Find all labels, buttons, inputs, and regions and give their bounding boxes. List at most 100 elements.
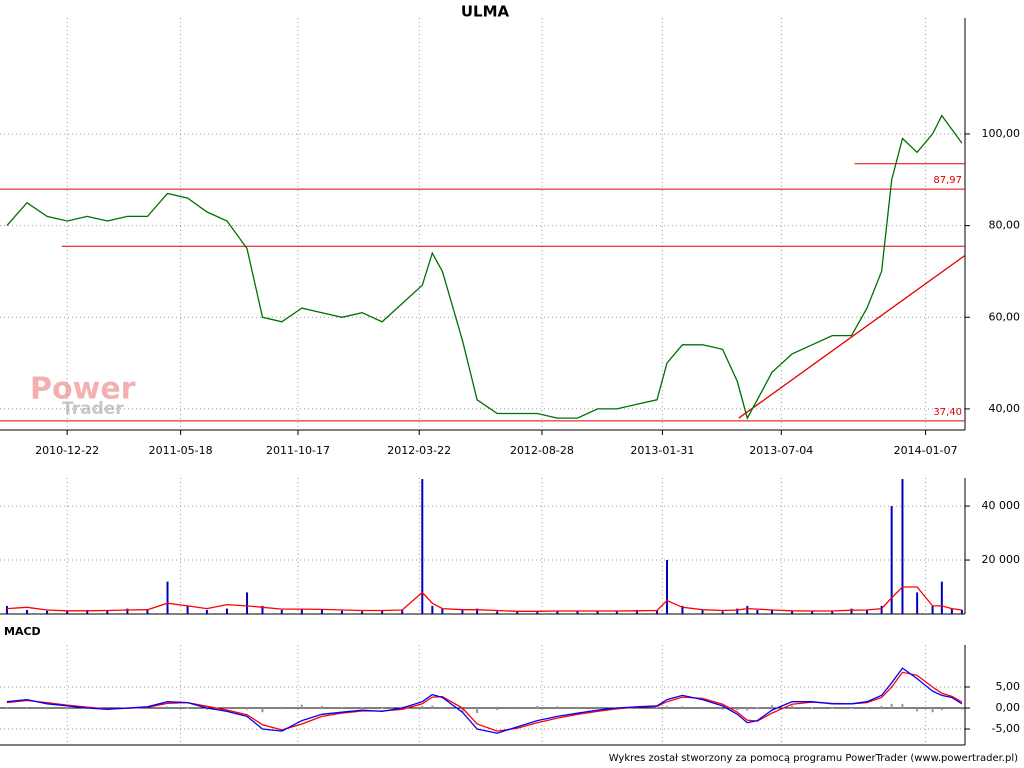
bar bbox=[246, 592, 249, 614]
bar bbox=[476, 608, 479, 614]
bar bbox=[205, 609, 208, 614]
bar bbox=[890, 506, 893, 614]
bar bbox=[880, 705, 883, 709]
bar bbox=[320, 609, 323, 614]
bar bbox=[300, 704, 303, 709]
bar bbox=[496, 611, 499, 614]
bar bbox=[536, 611, 539, 614]
bar bbox=[166, 706, 169, 709]
bar bbox=[361, 707, 364, 709]
bar bbox=[421, 479, 424, 614]
bar bbox=[880, 605, 883, 614]
bar bbox=[701, 609, 704, 614]
bar bbox=[916, 592, 919, 614]
bar bbox=[26, 707, 29, 709]
bar bbox=[261, 605, 264, 614]
bar bbox=[146, 609, 149, 614]
bar bbox=[901, 703, 904, 709]
bar bbox=[850, 708, 853, 709]
y-tick-label: 20 000 bbox=[982, 553, 1021, 566]
bar bbox=[931, 605, 934, 614]
bar bbox=[960, 708, 963, 710]
chart-title: ULMA bbox=[461, 3, 510, 21]
y-tick-label: 40,00 bbox=[989, 402, 1021, 415]
bar bbox=[721, 708, 724, 710]
bar bbox=[381, 609, 384, 614]
bar bbox=[46, 610, 49, 614]
watermark: Trader bbox=[62, 399, 124, 419]
bar bbox=[66, 708, 69, 709]
bar bbox=[225, 608, 228, 614]
trend-line bbox=[738, 254, 966, 419]
x-tick-label: 2013-01-31 bbox=[630, 444, 694, 457]
bar bbox=[736, 608, 739, 614]
bar bbox=[635, 609, 638, 614]
series-line bbox=[6, 667, 963, 734]
bar bbox=[771, 705, 773, 709]
bar bbox=[831, 611, 834, 614]
series-line bbox=[6, 114, 963, 420]
bar bbox=[596, 610, 599, 614]
bar bbox=[576, 706, 579, 709]
bar bbox=[556, 610, 559, 614]
bar bbox=[126, 608, 129, 614]
bar bbox=[576, 611, 579, 614]
bar bbox=[701, 708, 704, 710]
bar bbox=[166, 581, 169, 614]
bar bbox=[461, 609, 464, 614]
x-tick-label: 2011-05-18 bbox=[149, 444, 213, 457]
bar bbox=[950, 608, 953, 614]
bar bbox=[516, 611, 519, 614]
bar bbox=[615, 611, 618, 614]
bar bbox=[66, 611, 69, 614]
x-tick-label: 2013-07-04 bbox=[749, 444, 813, 457]
bar bbox=[86, 609, 89, 614]
bar bbox=[756, 707, 759, 709]
bar bbox=[850, 608, 853, 614]
bar bbox=[960, 609, 963, 614]
bar bbox=[261, 708, 264, 713]
bar bbox=[401, 609, 404, 614]
level-label: 87,97 bbox=[933, 175, 962, 186]
bar bbox=[421, 705, 424, 709]
x-tick-label: 2014-01-07 bbox=[894, 444, 958, 457]
y-tick-label: -5,00 bbox=[992, 722, 1020, 735]
bar bbox=[361, 611, 364, 614]
bar bbox=[320, 705, 323, 709]
bar bbox=[950, 708, 953, 710]
y-tick-label: 40 000 bbox=[982, 499, 1021, 512]
y-tick-label: 5,00 bbox=[996, 680, 1021, 693]
bar bbox=[721, 611, 724, 614]
footer: Wykres został stworzony za pomocą progra… bbox=[609, 753, 1018, 764]
y-tick-label: 0,00 bbox=[996, 701, 1021, 714]
bar bbox=[901, 479, 904, 614]
bar bbox=[655, 707, 658, 709]
series-line bbox=[6, 586, 962, 612]
bar bbox=[496, 708, 499, 711]
bar bbox=[865, 707, 868, 709]
bar bbox=[736, 708, 739, 711]
bar bbox=[431, 605, 434, 614]
bar bbox=[46, 708, 49, 710]
bar bbox=[441, 708, 444, 709]
bar bbox=[916, 708, 919, 712]
bar bbox=[106, 610, 109, 614]
y-tick-label: 60,00 bbox=[989, 310, 1021, 323]
panel-title: MACD bbox=[4, 625, 41, 638]
bar bbox=[831, 708, 834, 709]
y-tick-label: 100,00 bbox=[982, 127, 1021, 140]
x-tick-label: 2012-08-28 bbox=[510, 444, 574, 457]
bar bbox=[205, 708, 208, 710]
watermark: Power bbox=[30, 372, 136, 407]
bar bbox=[146, 707, 149, 709]
bar bbox=[556, 706, 559, 709]
bar bbox=[940, 581, 943, 614]
bar bbox=[940, 708, 943, 711]
bar bbox=[666, 705, 669, 709]
bar bbox=[681, 605, 684, 614]
bar bbox=[596, 706, 599, 709]
bar bbox=[865, 609, 868, 614]
bar bbox=[5, 605, 8, 614]
